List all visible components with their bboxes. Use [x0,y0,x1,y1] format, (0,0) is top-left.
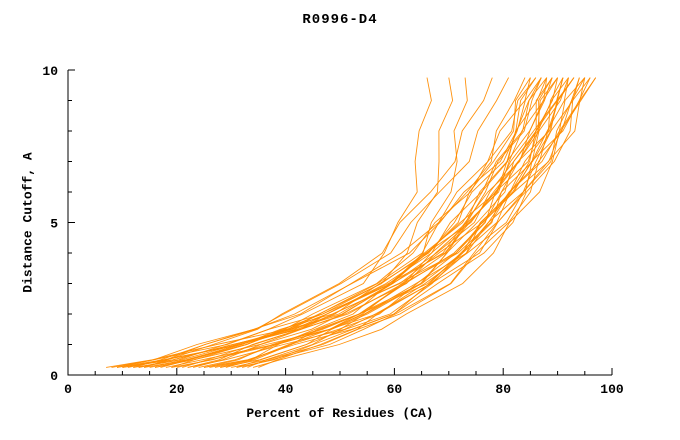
series-line [154,77,597,368]
series-line [236,77,553,368]
series-line [171,77,531,368]
series-line [231,77,580,368]
series-line [144,77,493,368]
y-axis-label: Distance Cutoff, A [20,152,36,293]
series-line [209,77,553,368]
series-line [187,77,542,368]
series-line [133,77,509,368]
series-line [192,77,558,368]
series-line [116,77,548,368]
x-tick-label: 40 [278,382,294,397]
x-tick-label: 0 [64,382,72,397]
series-line [203,77,575,368]
series-line [220,77,564,368]
x-tick-label: 60 [387,382,403,397]
y-tick-label: 0 [50,369,58,384]
series-line [214,77,597,368]
series-line [127,77,537,368]
y-tick-label: 10 [42,64,58,79]
series-line [187,77,586,368]
y-tick-label: 5 [50,217,58,232]
series-line [111,77,432,368]
series-line [225,77,542,368]
x-axis-label: Percent of Residues (CA) [246,406,434,421]
chart-title: R0996-D4 [302,12,378,28]
x-tick-label: 20 [169,382,185,397]
series-line [149,77,591,368]
series-line [203,77,591,368]
series-line [198,77,537,368]
series-line [116,77,468,368]
series-line [133,77,558,368]
series-line [241,77,569,368]
series-line [252,77,586,368]
series-line [106,77,569,368]
x-tick-label: 100 [600,382,624,397]
series-line [171,77,575,368]
series-line [220,77,531,368]
series-line [138,77,526,368]
x-tick-label: 80 [495,382,511,397]
